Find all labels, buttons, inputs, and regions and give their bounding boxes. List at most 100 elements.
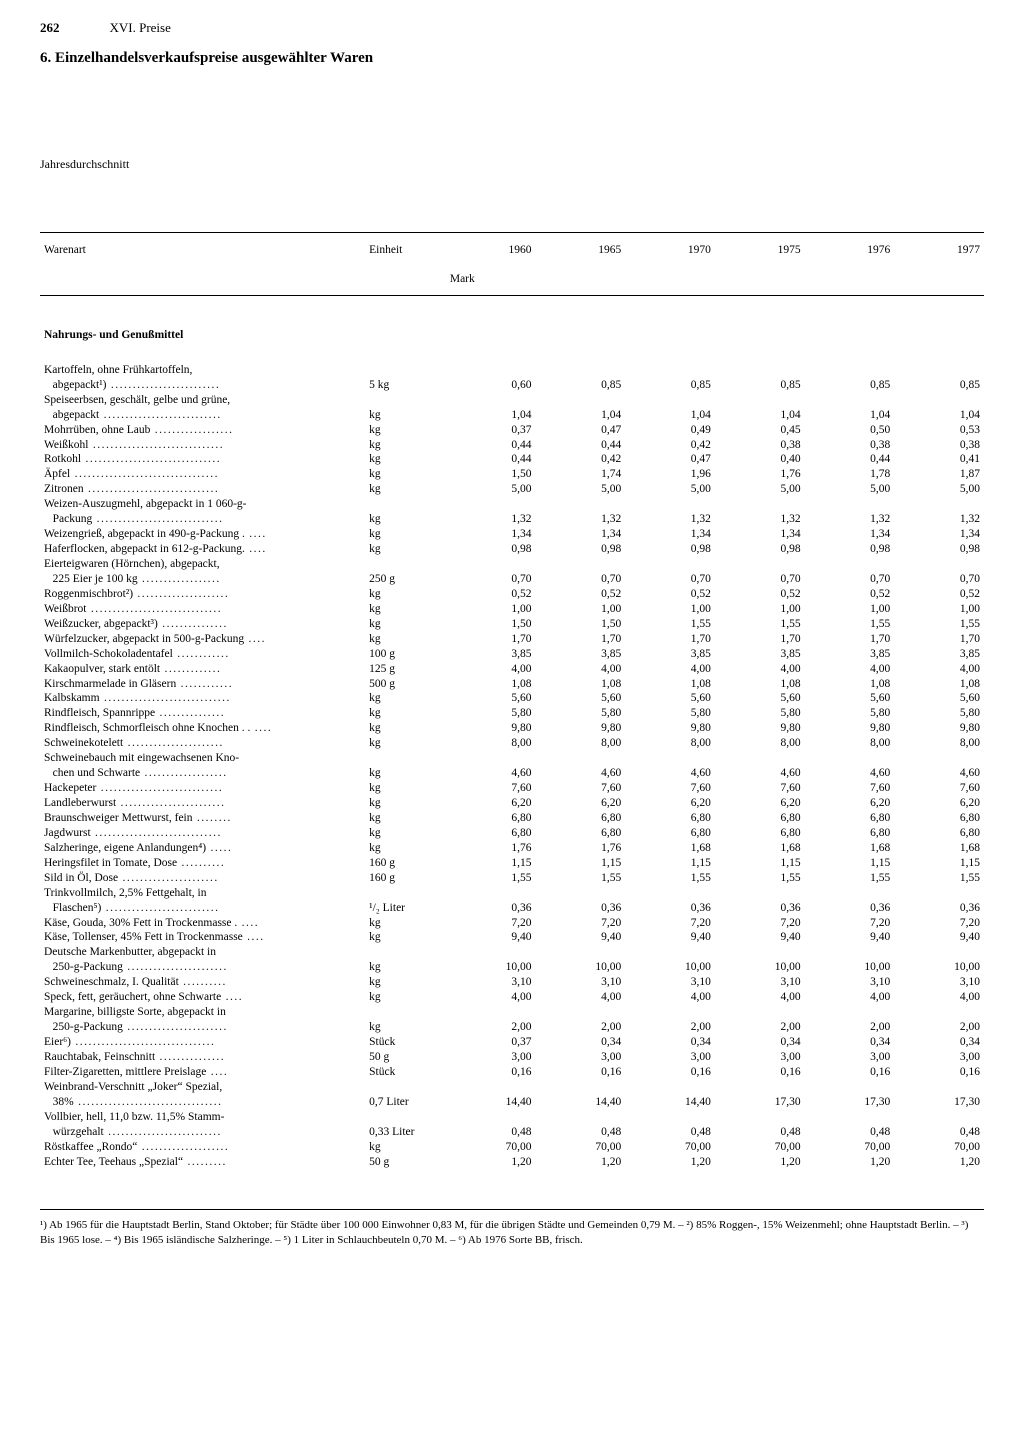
- row-unit: kg: [365, 542, 446, 557]
- row-value: 5,00: [536, 482, 626, 497]
- table-row: Rindfleisch, Spannrippe ...............k…: [40, 706, 984, 721]
- row-value: 0,70: [625, 572, 715, 587]
- row-value: 3,00: [805, 1050, 895, 1065]
- row-value: 7,60: [536, 781, 626, 796]
- row-value: 1,70: [805, 632, 895, 647]
- row-value: 0,34: [805, 1035, 895, 1050]
- row-value: 0,52: [894, 587, 984, 602]
- row-unit: kg: [365, 796, 446, 811]
- row-value: 9,40: [715, 930, 805, 945]
- row-value: 0,44: [446, 452, 536, 467]
- row-value: 1,20: [536, 1155, 626, 1170]
- row-value: 4,60: [446, 766, 536, 781]
- row-value: 10,00: [446, 960, 536, 975]
- row-value: 0,38: [894, 438, 984, 453]
- row-value: [536, 363, 626, 378]
- row-value: 1,00: [625, 602, 715, 617]
- row-label: Kirschmarmelade in Gläsern ............: [40, 677, 365, 692]
- row-value: 0,48: [894, 1125, 984, 1140]
- row-value: 9,40: [625, 930, 715, 945]
- row-label: Weizengrieß, abgepackt in 490-g-Packung …: [40, 527, 365, 542]
- row-unit: 100 g: [365, 647, 446, 662]
- row-label: 250-g-Packung .......................: [40, 1020, 365, 1035]
- row-value: 3,85: [625, 647, 715, 662]
- subheading: Jahresdurchschnitt: [40, 157, 984, 172]
- row-value: 0,98: [894, 542, 984, 557]
- row-value: [446, 945, 536, 960]
- row-value: 3,10: [446, 975, 536, 990]
- row-value: 0,16: [894, 1065, 984, 1080]
- row-value: 1,00: [805, 602, 895, 617]
- table-row: Braunschweiger Mettwurst, fein ........k…: [40, 811, 984, 826]
- row-value: 0,48: [625, 1125, 715, 1140]
- row-value: 8,00: [536, 736, 626, 751]
- row-value: [894, 1005, 984, 1020]
- row-value: 70,00: [715, 1140, 805, 1155]
- table-row: Heringsfilet in Tomate, Dose ..........1…: [40, 856, 984, 871]
- row-unit: 250 g: [365, 572, 446, 587]
- row-unit: [365, 886, 446, 901]
- row-value: 1,08: [894, 677, 984, 692]
- row-value: 5,00: [625, 482, 715, 497]
- table-row: 250-g-Packung .......................kg1…: [40, 960, 984, 975]
- row-value: 1,50: [536, 617, 626, 632]
- row-value: [715, 1080, 805, 1095]
- table-row: Speiseerbsen, geschält, gelbe und grüne,: [40, 393, 984, 408]
- row-value: 6,20: [805, 796, 895, 811]
- row-value: 0,38: [805, 438, 895, 453]
- row-value: 1,50: [446, 617, 536, 632]
- row-value: 9,80: [625, 721, 715, 736]
- row-value: [715, 1110, 805, 1125]
- row-value: 8,00: [625, 736, 715, 751]
- row-value: 70,00: [894, 1140, 984, 1155]
- row-value: 3,85: [446, 647, 536, 662]
- row-value: 1,34: [446, 527, 536, 542]
- row-value: 5,00: [805, 482, 895, 497]
- row-value: 4,00: [894, 662, 984, 677]
- row-value: [536, 945, 626, 960]
- table-row: Rauchtabak, Feinschnitt ...............5…: [40, 1050, 984, 1065]
- row-value: 1,04: [446, 408, 536, 423]
- row-value: [536, 751, 626, 766]
- row-unit: kg: [365, 587, 446, 602]
- row-value: 10,00: [625, 960, 715, 975]
- row-label: Deutsche Markenbutter, abgepackt in: [40, 945, 365, 960]
- row-value: 0,85: [625, 378, 715, 393]
- row-value: 3,85: [536, 647, 626, 662]
- row-unit: kg: [365, 438, 446, 453]
- row-value: [805, 497, 895, 512]
- row-value: 0,34: [894, 1035, 984, 1050]
- table-row: Kirschmarmelade in Gläsern ............5…: [40, 677, 984, 692]
- row-value: 1,55: [625, 871, 715, 886]
- row-label: 225 Eier je 100 kg ..................: [40, 572, 365, 587]
- row-label: Jagdwurst .............................: [40, 826, 365, 841]
- row-value: 1,32: [805, 512, 895, 527]
- row-unit: 125 g: [365, 662, 446, 677]
- row-value: 1,15: [625, 856, 715, 871]
- row-value: 0,38: [715, 438, 805, 453]
- table-row: Weizen-Auszugmehl, abgepackt in 1 060-g-: [40, 497, 984, 512]
- row-value: 0,48: [446, 1125, 536, 1140]
- row-unit: [365, 1005, 446, 1020]
- row-label: Speck, fett, geräuchert, ohne Schwarte .…: [40, 990, 365, 1005]
- row-value: 1,08: [536, 677, 626, 692]
- unit-label: Mark: [446, 264, 536, 295]
- row-value: 0,36: [805, 901, 895, 916]
- row-value: 0,34: [715, 1035, 805, 1050]
- row-value: 3,00: [715, 1050, 805, 1065]
- row-label: Haferflocken, abgepackt in 612-g-Packung…: [40, 542, 365, 557]
- row-value: 7,60: [446, 781, 536, 796]
- row-value: 9,40: [536, 930, 626, 945]
- row-value: [805, 886, 895, 901]
- row-value: 1,32: [536, 512, 626, 527]
- row-value: 8,00: [446, 736, 536, 751]
- row-value: 5,00: [446, 482, 536, 497]
- row-value: [805, 557, 895, 572]
- row-value: 6,80: [715, 826, 805, 841]
- table-row: Margarine, billigste Sorte, abgepackt in: [40, 1005, 984, 1020]
- row-value: 70,00: [536, 1140, 626, 1155]
- row-label: 250-g-Packung .......................: [40, 960, 365, 975]
- col-einheit: Einheit: [365, 233, 446, 264]
- row-value: 7,20: [894, 916, 984, 931]
- table-row: Kakaopulver, stark entölt .............1…: [40, 662, 984, 677]
